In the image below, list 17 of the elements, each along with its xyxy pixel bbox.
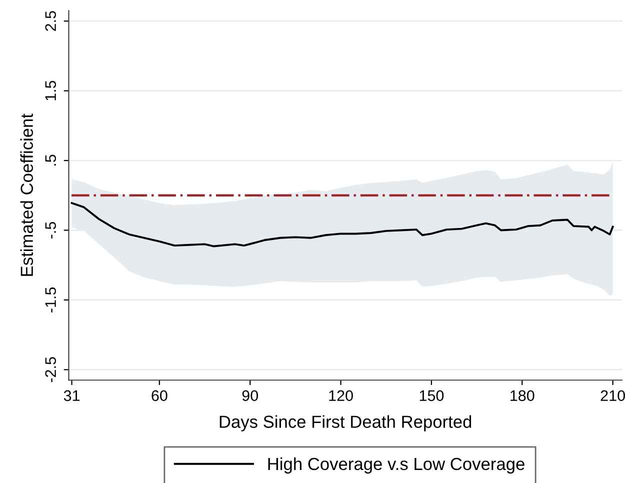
- y-tick-label: 2.5: [45, 11, 56, 31]
- x-tick-label: 180: [510, 390, 534, 402]
- x-tick-label: 210: [600, 390, 625, 402]
- y-tick-label: -1.5: [45, 287, 56, 312]
- x-tick-label: 120: [329, 390, 353, 402]
- x-tick-label: 150: [420, 390, 444, 402]
- x-tick-label: 31: [64, 390, 80, 402]
- y-axis-title: Estimated Coefficient: [20, 114, 34, 276]
- x-axis-title: Days Since First Death Reported: [220, 415, 472, 432]
- line-series: [70, 202, 614, 248]
- y-tick-label: 1.5: [45, 80, 56, 100]
- y-tick-label: -.5: [45, 222, 56, 238]
- x-tick-label: 60: [152, 390, 168, 402]
- y-tick-label: -2.5: [45, 357, 56, 382]
- x-tick-label: 90: [242, 390, 258, 402]
- y-tick-label: .5: [45, 154, 56, 166]
- legend-label: High Coverage v.s Low Coverage: [268, 457, 524, 474]
